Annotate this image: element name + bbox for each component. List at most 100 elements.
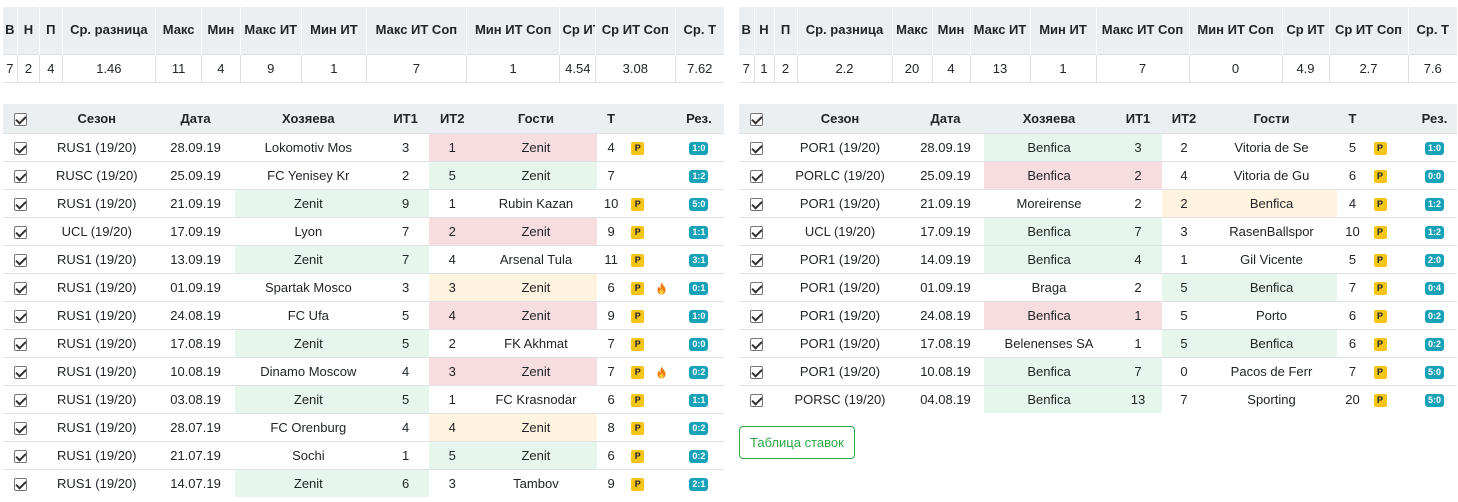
row-checkbox[interactable]: [749, 141, 763, 155]
summary-value-cell: 2.2: [796, 53, 892, 83]
season-cell: POR1 (19/20): [773, 328, 907, 357]
p-cell: P: [1368, 356, 1392, 385]
home-team-cell: FC Orenburg: [234, 412, 383, 441]
date-cell: 25.09.19: [156, 160, 235, 189]
result-badge: 0:2: [1424, 337, 1444, 351]
row-checkbox[interactable]: [13, 421, 27, 435]
home-team-cell: Zenit: [234, 468, 383, 497]
summary-value-cell: 7: [1095, 53, 1189, 83]
fire-cell: [1392, 384, 1412, 413]
it2-cell: 5: [429, 440, 476, 469]
home-team-cell: Benfica: [984, 356, 1114, 385]
row-checkbox[interactable]: [13, 169, 27, 183]
season-cell: RUS1 (19/20): [37, 188, 157, 217]
result-cell: 0:2: [1412, 328, 1457, 357]
date-header: Дата: [156, 104, 235, 133]
p-header: [625, 104, 650, 133]
row-checkbox[interactable]: [13, 281, 27, 295]
p-badge: P: [1373, 197, 1387, 211]
row-checkbox[interactable]: [13, 197, 27, 211]
row-checkbox[interactable]: [749, 281, 763, 295]
matches-table: Сезон Дата Хозяева ИТ1 ИТ2 Гости Т Рез. POR1 (1…: [739, 104, 1457, 413]
checkbox-cell: [3, 328, 38, 357]
summary-value-cell: 2.7: [1328, 53, 1408, 83]
total-cell: 6: [596, 272, 626, 301]
bets-table-button[interactable]: Таблица ставок: [739, 426, 855, 459]
home-team-cell: FC Yenisey Kr: [234, 160, 383, 189]
select-all-checkbox[interactable]: [13, 112, 27, 126]
away-team-cell: Zenit: [475, 412, 597, 441]
away-team-cell: Zenit: [475, 440, 597, 469]
row-checkbox[interactable]: [13, 141, 27, 155]
row-checkbox[interactable]: [13, 477, 27, 491]
row-checkbox[interactable]: [749, 253, 763, 267]
matches-table: Сезон Дата Хозяева ИТ1 ИТ2 Гости Т Рез. RUS1 (1…: [3, 104, 724, 497]
total-cell: 7: [596, 328, 626, 357]
it2-cell: 2: [429, 216, 476, 245]
match-row: RUS1 (19/20) 17.08.19 Zenit 5 2 FK Akhmat 7 P 0:…: [3, 328, 724, 357]
row-checkbox[interactable]: [13, 365, 27, 379]
match-row: RUS1 (19/20) 14.07.19 Zenit 6 3 Tambov 9 P 2:1: [3, 468, 724, 497]
total-cell: 6: [1337, 328, 1368, 357]
row-checkbox[interactable]: [749, 337, 763, 351]
row-checkbox[interactable]: [13, 449, 27, 463]
date-cell: 17.09.19: [907, 216, 984, 245]
date-cell: 14.09.19: [907, 244, 984, 273]
fire-cell: [1392, 188, 1412, 217]
season-header: Сезон: [773, 104, 907, 133]
total-cell: 8: [596, 412, 626, 441]
date-cell: 04.08.19: [907, 384, 984, 413]
select-all-checkbox[interactable]: [749, 112, 763, 126]
home-header: Хозяева: [984, 104, 1114, 133]
home-team-cell: Moreirense: [984, 188, 1114, 217]
checkbox-cell: [739, 244, 773, 273]
row-checkbox[interactable]: [749, 393, 763, 407]
it2-header: ИТ2: [429, 104, 476, 133]
home-team-cell: Benfica: [984, 216, 1114, 245]
home-team-cell: Benfica: [984, 160, 1114, 189]
row-checkbox[interactable]: [13, 309, 27, 323]
it1-cell: 4: [382, 356, 430, 385]
row-checkbox[interactable]: [13, 253, 27, 267]
away-team-cell: Rubin Kazan: [475, 188, 597, 217]
date-cell: 17.08.19: [156, 328, 235, 357]
home-team-cell: Spartak Mosco: [234, 272, 383, 301]
match-row: RUS1 (19/20) 10.08.19 Dinamo Moscow 4 3 Zenit…: [3, 356, 724, 385]
row-checkbox[interactable]: [13, 225, 27, 239]
it1-cell: 2: [382, 160, 430, 189]
row-checkbox[interactable]: [749, 169, 763, 183]
summary-header-cell: Мин: [931, 7, 970, 54]
row-checkbox[interactable]: [749, 225, 763, 239]
select-all-header: [3, 104, 38, 133]
it1-cell: 7: [1114, 216, 1162, 245]
row-checkbox[interactable]: [749, 309, 763, 323]
season-cell: PORLC (19/20): [773, 160, 907, 189]
fire-cell: [649, 300, 674, 329]
it1-cell: 5: [382, 384, 430, 413]
result-cell: 1:1: [673, 384, 724, 413]
checkbox-cell: [739, 300, 773, 329]
total-cell: 6: [1337, 300, 1368, 329]
summary-value-cell: 11: [155, 53, 202, 83]
match-row: RUS1 (19/20) 28.07.19 FC Orenburg 4 4 Zenit 8 P…: [3, 412, 724, 441]
row-checkbox[interactable]: [749, 197, 763, 211]
row-checkbox[interactable]: [749, 365, 763, 379]
checkbox-cell: [739, 132, 773, 161]
p-cell: P: [625, 412, 650, 441]
home-team-cell: Benfica: [984, 132, 1114, 161]
season-cell: RUS1 (19/20): [37, 328, 157, 357]
checkbox-cell: [3, 272, 38, 301]
result-cell: 3:1: [673, 244, 724, 273]
home-team-cell: Lokomotiv Mos: [234, 132, 383, 161]
row-checkbox[interactable]: [13, 393, 27, 407]
season-cell: RUS1 (19/20): [37, 468, 157, 497]
row-checkbox[interactable]: [13, 337, 27, 351]
date-cell: 01.09.19: [156, 272, 235, 301]
checkbox-cell: [739, 272, 773, 301]
fire-cell: [649, 132, 674, 161]
result-cell: 2:1: [673, 468, 724, 497]
summary-header-cell: Мин ИТ: [1029, 7, 1096, 54]
summary-value-cell: 7.62: [674, 53, 724, 83]
away-team-cell: FC Krasnodar: [475, 384, 597, 413]
total-cell: 5: [1337, 244, 1368, 273]
